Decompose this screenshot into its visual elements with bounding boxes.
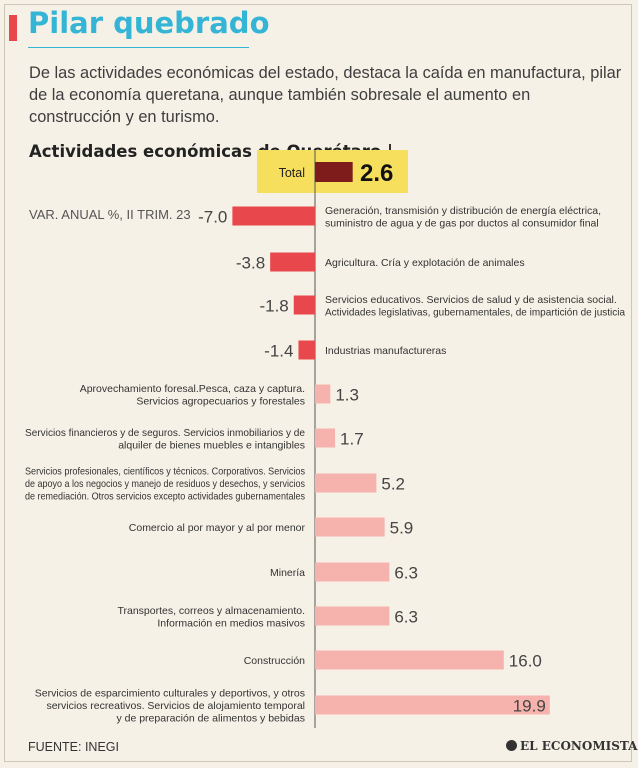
value-label-0: -7.0 [198, 208, 227, 227]
bar-1 [270, 252, 315, 272]
value-label-5: 1.7 [340, 430, 364, 449]
category-label-6-line-2: de remediación. Otros servicios excepto … [25, 491, 305, 503]
category-label-4-line-1: Servicios agropecuarios y forestales [136, 395, 305, 407]
category-label-6-line-0: Servicios profesionales, científicos y t… [25, 466, 305, 478]
category-label-11-line-1: servicios recreativos. Servicios de aloj… [46, 700, 305, 712]
title-underline [28, 47, 249, 48]
category-label-6-line-1: de apoyo a los negocios y manejo de resi… [25, 478, 305, 490]
category-label-1-line-0: Agricultura. Cría y explotación de anima… [325, 257, 525, 269]
category-label-7-line-0: Comercio al por mayor y al por menor [129, 522, 306, 534]
source-note: FUENTE: INEGI [28, 740, 119, 754]
page-subtitle: De las actividades económicas del estado… [29, 64, 622, 126]
category-label-2-line-0: Servicios educativos. Servicios de salud… [325, 294, 617, 306]
value-label-9: 6.3 [394, 608, 418, 627]
category-label-8-line-0: Minería [270, 567, 305, 579]
category-label-5-line-0: Servicios financieros y de seguros. Serv… [25, 427, 305, 439]
value-label-10: 16.0 [509, 652, 542, 671]
category-label-5-line-1: alquiler de bienes muebles e intangibles [118, 439, 305, 451]
value-label-8: 6.3 [394, 564, 418, 583]
category-label-11-line-2: y de preparación de alimentos y bebidas [116, 713, 305, 725]
logo-mark-icon [506, 740, 517, 751]
value-label-3: -1.4 [264, 342, 293, 361]
category-label-0-line-1: suministro de agua y de gas por ductos a… [325, 217, 599, 229]
category-label-9-line-1: Información en medios masivos [157, 617, 305, 629]
bar-10 [315, 650, 504, 670]
publisher-logo: EL ECONOMISTA [506, 739, 637, 753]
bar-11 [315, 695, 550, 715]
bar-0 [232, 206, 315, 226]
value-label-2: -1.8 [259, 297, 288, 316]
category-label-2-line-1: Actividades legislativas, gubernamentale… [325, 306, 625, 318]
title-accent-bar [9, 15, 17, 41]
category-label-3-line-0: Industrias manufactureras [325, 345, 446, 357]
bar-4 [315, 384, 331, 404]
chart-units: VAR. ANUAL %, II TRIM. 23 [29, 207, 191, 222]
category-label-9-line-0: Transportes, correos y almacenamiento. [117, 605, 305, 617]
bar-3 [298, 340, 315, 360]
category-label-4-line-0: Aprovechamiento foresal.Pesca, caza y ca… [80, 383, 305, 395]
bar-9 [315, 606, 390, 626]
bar-5 [315, 428, 336, 448]
total-value-label: 2.6 [360, 160, 393, 187]
value-label-1: -3.8 [236, 254, 265, 273]
value-label-4: 1.3 [335, 386, 359, 405]
bar-8 [315, 562, 390, 582]
page-title: Pilar quebrado [28, 6, 270, 40]
category-label-0-line-0: Generación, transmisión y distribución d… [325, 205, 601, 217]
value-label-11: 19.9 [513, 697, 546, 716]
total-bar [315, 162, 353, 182]
infographic-frame [4, 4, 632, 762]
value-label-7: 5.9 [390, 519, 414, 538]
category-label-10-line-0: Construcción [244, 655, 305, 667]
category-label-11-line-0: Servicios de esparcimiento culturales y … [35, 688, 305, 700]
value-label-6: 5.2 [381, 475, 405, 494]
bar-6 [315, 473, 377, 493]
publisher-name: EL ECONOMISTA [520, 739, 638, 753]
bar-2 [293, 295, 315, 315]
bar-7 [315, 517, 385, 537]
total-label: Total [279, 166, 305, 180]
